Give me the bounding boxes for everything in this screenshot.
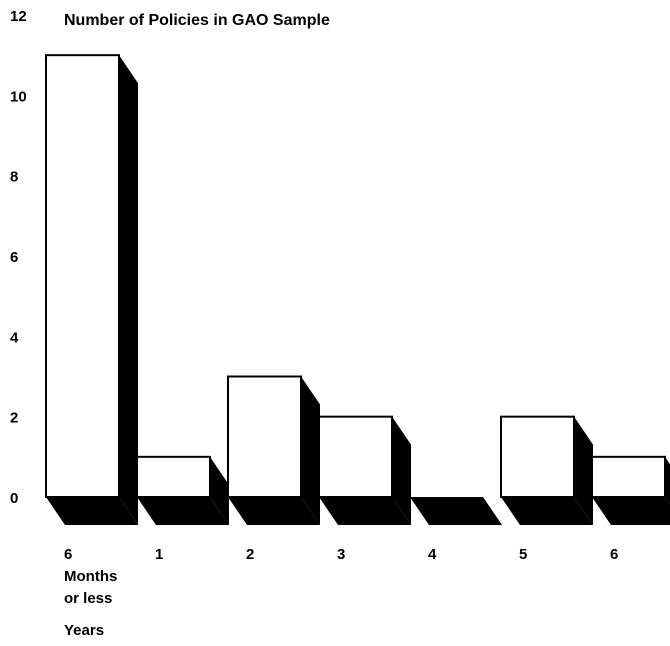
y-tick-label: 6 (10, 249, 18, 266)
bar-side (301, 376, 320, 525)
bar (136, 455, 211, 499)
bar-floor-shadow (501, 497, 593, 525)
x-tick-label: 3 (337, 546, 345, 563)
y-axis-ticks: 0 2 4 6 8 10 12 (10, 8, 27, 507)
x-axis-ticks: 6 Months or less 1 2 3 4 5 6 (64, 546, 618, 607)
x-tick-label: 6 (64, 546, 72, 563)
y-tick-label: 8 (10, 169, 18, 186)
chart-title: Number of Policies in GAO Sample (64, 12, 330, 29)
bar-side (665, 456, 670, 505)
x-tick-label: 2 (246, 546, 254, 563)
x-tick-label: 6 (610, 546, 618, 563)
bar-shadows (46, 55, 670, 526)
x-tick-label: 4 (428, 546, 437, 563)
bar-floor-shadow (319, 497, 411, 525)
bar-floor-shadow (46, 497, 138, 525)
bar-side (119, 55, 138, 526)
bar-side (210, 456, 229, 525)
y-tick-label: 4 (10, 329, 19, 346)
bar (318, 415, 393, 498)
x-tick-sublabel: Months (64, 568, 117, 585)
bar-floor-shadow (137, 497, 229, 525)
bar (45, 54, 120, 499)
bar (500, 415, 575, 498)
bar-side (574, 416, 593, 525)
bar-side (392, 416, 411, 525)
y-tick-label: 2 (10, 410, 18, 427)
x-tick-label: 5 (519, 546, 527, 563)
x-tick-sublabel: or less (64, 590, 112, 607)
bar-floor-shadow (592, 497, 670, 525)
bar-floor-shadow (410, 497, 502, 525)
bar (227, 375, 302, 498)
bar (591, 455, 666, 499)
x-axis-label: Years (64, 622, 104, 639)
y-tick-label: 10 (10, 88, 27, 105)
bars (45, 54, 666, 499)
bar-floor-shadow (228, 497, 320, 525)
y-tick-label: 12 (10, 8, 27, 25)
x-tick-label: 1 (155, 546, 163, 563)
y-tick-label: 0 (10, 490, 18, 507)
